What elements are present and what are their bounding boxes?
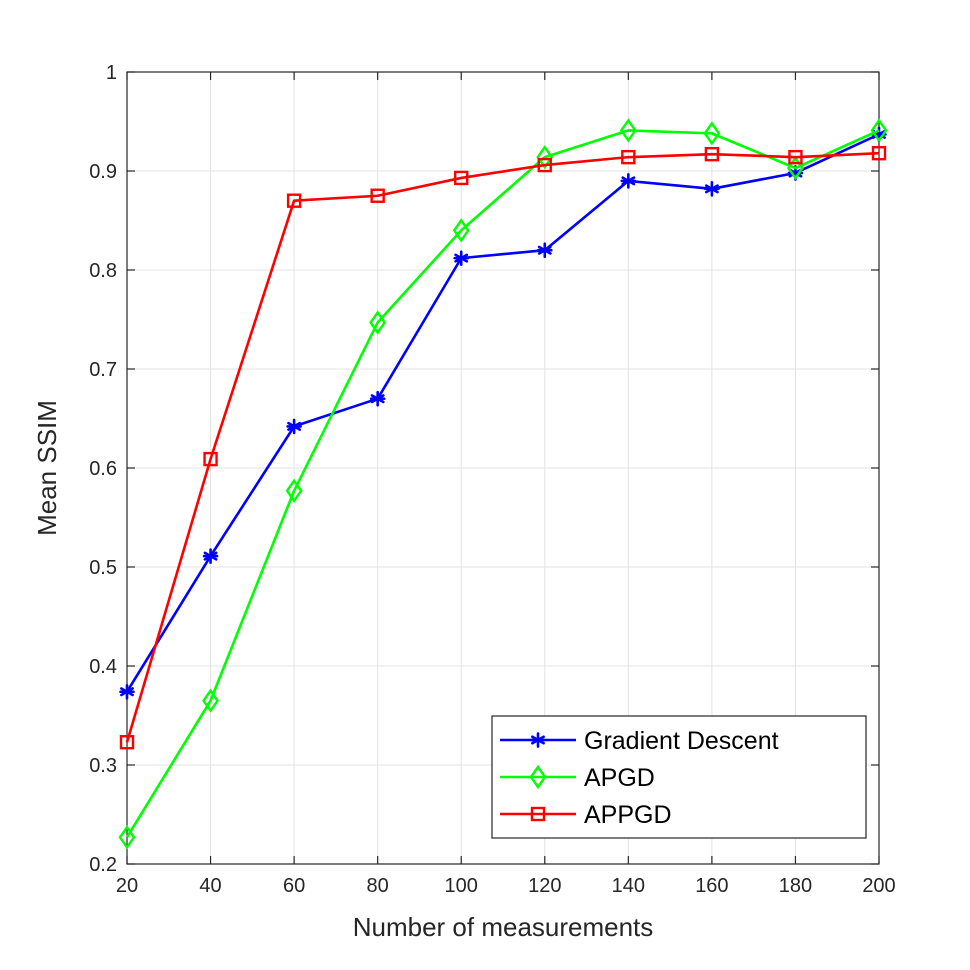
diamond-marker bbox=[452, 218, 470, 243]
x-tick-label: 140 bbox=[612, 875, 645, 897]
asterisk-marker bbox=[620, 173, 637, 189]
axes: 20 40 60 80 100 120 140 160 180 200 0.2 0.3 0.4 0.5 0.… bbox=[89, 62, 896, 897]
y-tick-label: 0.8 bbox=[89, 260, 117, 282]
y-tick-label: 0.5 bbox=[89, 557, 117, 579]
diamond-marker bbox=[369, 310, 387, 335]
y-tick-label: 0.7 bbox=[89, 359, 117, 381]
square-marker bbox=[537, 157, 552, 173]
legend: Gradient Descent APGD APPGD bbox=[491, 715, 867, 839]
y-tick-label: 0.3 bbox=[89, 755, 117, 777]
x-axis-label: Number of measurements bbox=[353, 912, 654, 942]
x-tick-label: 80 bbox=[367, 875, 389, 897]
y-tick-label: 1 bbox=[106, 62, 117, 84]
square-marker bbox=[871, 145, 887, 161]
diamond-marker bbox=[786, 155, 804, 181]
x-tick-label: 160 bbox=[695, 875, 728, 897]
square-marker bbox=[454, 170, 469, 186]
legend-label: APGD bbox=[584, 764, 655, 792]
y-axis-label: Mean SSIM bbox=[32, 400, 62, 536]
x-tick-label: 120 bbox=[528, 875, 561, 897]
square-marker bbox=[788, 149, 803, 165]
square-marker bbox=[530, 806, 546, 822]
asterisk-marker bbox=[536, 242, 553, 259]
legend-label: Gradient Descent bbox=[584, 727, 779, 755]
series-line bbox=[125, 133, 880, 693]
asterisk-marker bbox=[530, 732, 546, 748]
asterisk-marker bbox=[453, 250, 470, 266]
y-tick-label: 0.2 bbox=[89, 854, 117, 876]
square-marker bbox=[203, 451, 218, 467]
diamond-marker bbox=[703, 121, 721, 146]
square-marker bbox=[621, 149, 636, 165]
diamond-marker bbox=[536, 145, 554, 170]
diamond-marker bbox=[529, 764, 547, 790]
y-tick-label: 0.6 bbox=[89, 458, 117, 480]
series-line bbox=[125, 151, 880, 743]
asterisk-marker bbox=[119, 683, 135, 700]
diamond-marker bbox=[202, 688, 220, 713]
x-tick-label: 100 bbox=[445, 875, 478, 897]
square-marker bbox=[370, 188, 385, 203]
series-line bbox=[125, 129, 880, 838]
y-tick-label: 0.9 bbox=[89, 161, 117, 183]
square-marker bbox=[119, 735, 135, 750]
square-marker bbox=[704, 146, 720, 162]
legend-item-apgd: APGD bbox=[500, 764, 655, 792]
diamond-marker bbox=[118, 825, 136, 850]
y-tick-label: 0.4 bbox=[89, 656, 117, 678]
square-marker bbox=[286, 193, 302, 208]
diamond-marker bbox=[619, 118, 637, 143]
asterisk-marker bbox=[704, 181, 720, 197]
legend-label: APPGD bbox=[584, 801, 672, 829]
series-layer bbox=[118, 118, 888, 850]
x-tick-label: 40 bbox=[199, 875, 221, 897]
diamond-marker bbox=[285, 478, 303, 503]
legend-item-gradient-descent: Gradient Descent bbox=[500, 727, 779, 755]
asterisk-marker bbox=[369, 390, 386, 407]
series-appgd bbox=[119, 145, 887, 750]
x-tick-label: 20 bbox=[116, 875, 138, 897]
series-apgd bbox=[118, 118, 888, 850]
diamond-marker bbox=[870, 118, 888, 143]
x-tick-label: 180 bbox=[779, 875, 812, 897]
legend-item-appgd: APPGD bbox=[500, 801, 672, 829]
asterisk-marker bbox=[286, 418, 302, 435]
x-tick-label: 200 bbox=[862, 875, 895, 897]
x-tick-label: 60 bbox=[283, 875, 305, 897]
asterisk-marker bbox=[202, 548, 219, 564]
